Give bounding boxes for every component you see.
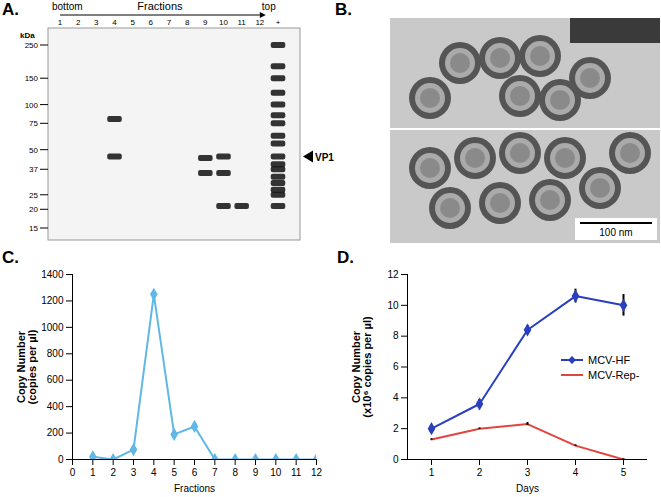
svg-text:8: 8 [232,467,238,478]
svg-text:+: + [276,18,281,27]
svg-text:Copy Number(x10⁶ copies per µl: Copy Number(x10⁶ copies per µl) [350,316,373,418]
svg-text:1: 1 [90,467,96,478]
html-text:C.: C. [2,248,19,267]
svg-text:6: 6 [192,467,198,478]
svg-text:15: 15 [29,224,38,233]
svg-text:3: 3 [525,467,531,478]
svg-text:1000: 1000 [41,322,64,333]
svg-text:20: 20 [29,205,38,214]
svg-text:1200: 1200 [41,295,64,306]
svg-text:9: 9 [203,18,208,27]
svg-text:Days: Days [516,483,539,494]
svg-text:6: 6 [393,361,399,372]
svg-text:12: 12 [255,18,264,27]
svg-text:2: 2 [110,467,116,478]
html-text:MCV-Rep-: MCV-Rep- [588,369,640,381]
svg-text:0: 0 [393,454,399,465]
svg-text:11: 11 [291,467,302,478]
svg-text:Fractions: Fractions [174,483,215,494]
svg-text:1: 1 [429,467,435,478]
html-text:D.: D. [337,248,354,267]
svg-text:4: 4 [112,18,117,27]
svg-text:5: 5 [621,467,627,478]
svg-text:Fractions: Fractions [137,0,183,12]
svg-text:VP1: VP1 [315,152,334,163]
svg-text:10: 10 [219,18,228,27]
svg-text:100: 100 [25,101,39,110]
svg-text:7: 7 [212,467,218,478]
svg-text:50: 50 [29,146,38,155]
svg-text:0: 0 [58,454,64,465]
svg-text:200: 200 [47,427,64,438]
svg-text:100 nm: 100 nm [599,227,632,238]
svg-text:10: 10 [387,300,399,311]
svg-text:0: 0 [70,467,76,478]
svg-text:12: 12 [311,467,323,478]
svg-text:25: 25 [29,191,38,200]
svg-text:4: 4 [151,467,157,478]
svg-text:5: 5 [130,18,135,27]
svg-text:Copy Number(copies per µl): Copy Number(copies per µl) [15,329,38,404]
svg-text:8: 8 [393,330,399,341]
svg-text:2: 2 [393,423,399,434]
svg-text:kDa: kDa [20,31,35,40]
svg-text:250: 250 [25,41,39,50]
svg-text:600: 600 [47,374,64,385]
svg-text:2: 2 [76,18,81,27]
svg-text:2: 2 [477,467,483,478]
svg-text:8: 8 [185,18,190,27]
svg-text:bottom: bottom [52,1,83,12]
svg-text:1: 1 [58,18,63,27]
svg-text:5: 5 [171,467,177,478]
svg-text:75: 75 [29,119,38,128]
svg-text:400: 400 [47,401,64,412]
svg-text:top: top [262,1,276,12]
html-text:MCV-HF: MCV-HF [588,354,631,366]
svg-text:12: 12 [387,269,399,280]
svg-text:4: 4 [573,467,579,478]
html-text:B.: B. [335,0,352,19]
svg-text:7: 7 [167,18,172,27]
svg-text:1400: 1400 [41,269,64,280]
svg-text:10: 10 [270,467,282,478]
html-text:A.: A. [2,0,19,19]
svg-text:9: 9 [253,467,259,478]
svg-text:800: 800 [47,348,64,359]
svg-text:3: 3 [131,467,137,478]
svg-text:6: 6 [149,18,154,27]
svg-text:3: 3 [94,18,99,27]
svg-text:4: 4 [393,392,399,403]
svg-text:37: 37 [29,165,38,174]
svg-text:11: 11 [238,18,247,27]
svg-text:150: 150 [25,74,39,83]
